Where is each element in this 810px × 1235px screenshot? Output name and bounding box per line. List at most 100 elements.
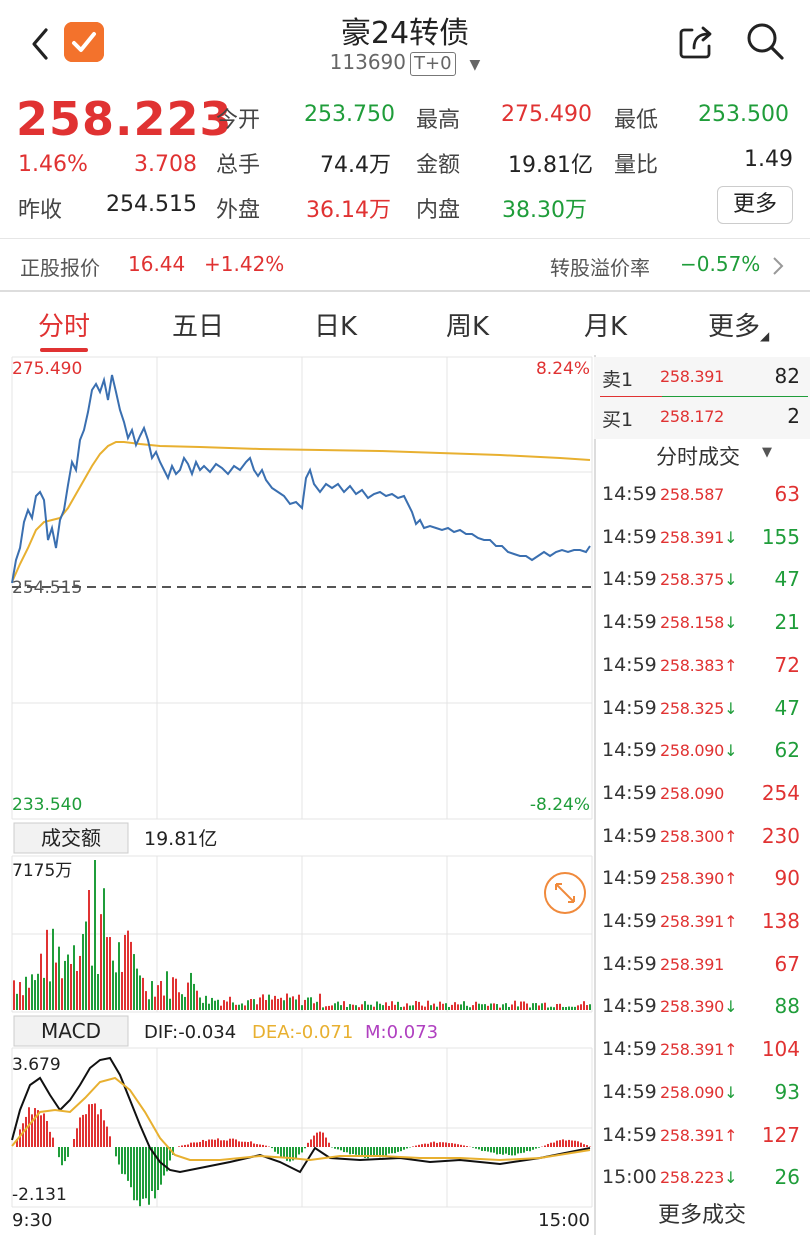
intraday-chart[interactable]: 275.490 8.24% 254.515 233.540 -8.24% 成交额… — [0, 355, 600, 1235]
open-label: 今开 — [216, 108, 261, 133]
volume-bar — [238, 1004, 240, 1010]
volume-bar — [115, 972, 117, 1010]
volume-bar — [76, 970, 78, 1010]
volume-bar — [295, 999, 297, 1010]
volume-bar — [112, 960, 114, 1010]
price-line — [11, 374, 591, 584]
macd-bar — [178, 1146, 180, 1147]
volume-bar — [439, 1001, 441, 1010]
trade-price: 258.391 — [660, 954, 725, 974]
trade-direction: ↑ — [724, 826, 738, 846]
trade-volume: 47 — [774, 567, 800, 592]
trade-row: 14:59 258.325↓ 47 — [594, 689, 810, 731]
volume-bar — [433, 1003, 435, 1010]
macd-bar — [340, 1147, 342, 1151]
macd-bar — [400, 1147, 402, 1152]
trade-price: 258.090 — [660, 783, 725, 803]
volume-bar — [388, 1005, 390, 1010]
trade-direction: ↑ — [724, 655, 738, 675]
volume-bar — [19, 982, 21, 1010]
back-icon[interactable] — [26, 24, 56, 64]
macd-bar — [79, 1117, 81, 1147]
macd-bar — [148, 1147, 150, 1205]
volume-bar — [307, 997, 309, 1010]
volume-bar — [454, 1002, 456, 1010]
macd-bar — [82, 1114, 84, 1147]
macd-bar — [310, 1139, 312, 1147]
volume-bar — [94, 860, 96, 1010]
chevron-down-icon[interactable]: ▼ — [762, 445, 772, 460]
average-price-line — [11, 441, 591, 583]
volume-bar — [487, 1005, 489, 1010]
tab-weekly-k[interactable]: 周K — [446, 312, 490, 342]
macd-bar — [247, 1142, 249, 1147]
underlying-stock-row[interactable]: 正股报价 16.44 +1.42% 转股溢价率 −0.57% — [0, 240, 810, 290]
volume-bar — [334, 1003, 336, 1010]
volume-bar — [196, 990, 198, 1010]
macd-bar — [556, 1140, 558, 1147]
share-icon[interactable] — [676, 22, 716, 62]
volume-bar — [511, 1004, 513, 1010]
volume-bar — [352, 1004, 354, 1010]
volume-bar — [73, 945, 75, 1010]
search-icon[interactable] — [744, 20, 786, 62]
volume-bar — [61, 978, 63, 1010]
chevron-down-icon[interactable]: ▼ — [469, 57, 481, 73]
volume-bar — [148, 999, 150, 1010]
volume-bar — [136, 968, 138, 1010]
macd-bar — [142, 1147, 144, 1199]
trade-panel: 卖1 258.391 82 买1 258.172 2 分时成交 ▼ 14:59 2… — [594, 355, 810, 1235]
macd-bar — [565, 1140, 567, 1147]
macd-bar — [433, 1141, 435, 1147]
trade-time: 14:59 — [602, 781, 657, 804]
macd-bar — [118, 1147, 120, 1165]
more-quote-button[interactable]: 更多 — [717, 186, 793, 224]
trade-direction: ↑ — [724, 1040, 738, 1060]
volume-bar — [226, 1001, 228, 1010]
trade-row: 14:59 258.300↑ 230 — [594, 817, 810, 859]
tab-monthly-k[interactable]: 月K — [584, 312, 628, 342]
stock-code-row[interactable]: 113690 T+0 ▼ — [0, 50, 810, 76]
volume-bar — [484, 1004, 486, 1010]
volume-bar — [442, 1003, 444, 1010]
macd-bar — [562, 1139, 564, 1147]
trade-row: 14:59 258.383↑ 72 — [594, 646, 810, 688]
macd-bar — [427, 1143, 429, 1147]
volume-bar — [556, 1004, 558, 1010]
macd-bar — [580, 1142, 582, 1147]
watchlist-check-icon[interactable] — [64, 22, 104, 62]
prev-close-label: 昨收 — [18, 198, 63, 223]
trade-volume: 93 — [774, 1079, 800, 1104]
macd-bar — [289, 1147, 291, 1162]
volume-bar — [409, 1005, 411, 1010]
volume-bar — [172, 977, 174, 1010]
tab-daily-k[interactable]: 日K — [314, 312, 358, 342]
volume-bar — [325, 1006, 327, 1010]
volume-bar — [457, 1004, 459, 1010]
more-trades-button[interactable]: 更多成交 — [657, 1203, 746, 1228]
bid-label: 买1 — [602, 409, 634, 431]
trade-time: 14:59 — [602, 525, 657, 548]
trade-price: 258.390↓ — [660, 997, 738, 1017]
volume-bar — [187, 982, 189, 1010]
volume-bar — [34, 980, 36, 1010]
last-price: 258.223 — [16, 92, 233, 146]
volume-bars — [13, 860, 591, 1010]
volume-bar — [229, 996, 231, 1010]
tab-five-day[interactable]: 五日 — [172, 312, 225, 342]
volume-bar — [139, 975, 141, 1010]
macd-bar — [193, 1142, 195, 1147]
trade-time: 14:59 — [602, 739, 657, 762]
volume-bar — [166, 971, 168, 1010]
trade-volume: 90 — [774, 866, 800, 891]
low-value: 253.500 — [698, 102, 789, 127]
volume-bar — [157, 985, 159, 1010]
trade-volume: 155 — [761, 524, 800, 549]
tab-more-label: 更多 — [708, 312, 761, 342]
tab-more[interactable]: 更多◢ — [708, 306, 769, 343]
trades-header[interactable]: 分时成交 ▼ — [594, 435, 810, 475]
volume-label: 总手 — [216, 153, 261, 178]
volume-bar — [382, 1005, 384, 1010]
macd-bar — [502, 1147, 504, 1155]
tab-intraday[interactable]: 分时 — [38, 312, 91, 342]
